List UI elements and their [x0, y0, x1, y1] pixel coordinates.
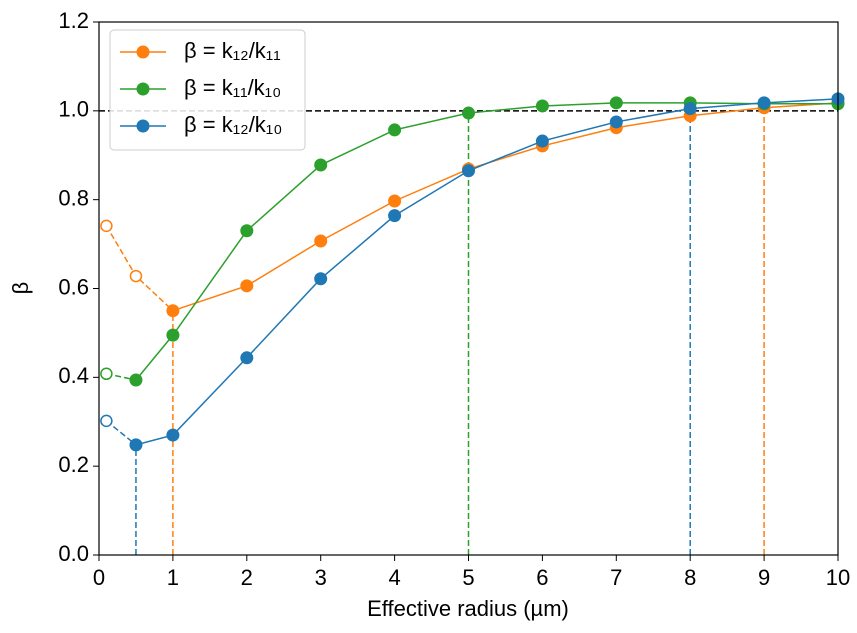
point: [757, 96, 771, 110]
x-tick-label: 7: [610, 565, 622, 590]
point: [129, 438, 143, 452]
point: [535, 134, 549, 148]
x-tick-label: 8: [684, 565, 696, 590]
y-tick-label: 1.2: [58, 8, 89, 33]
point: [314, 234, 328, 248]
axes-frame: [98, 21, 839, 556]
point: [166, 428, 180, 442]
point: [683, 102, 697, 116]
point: [314, 158, 328, 172]
point: [388, 194, 402, 208]
x-tick-label: 3: [315, 565, 327, 590]
hollow-point: [100, 219, 113, 233]
x-tick-label: 5: [462, 565, 474, 590]
x-tick-label: 2: [241, 565, 253, 590]
point: [388, 209, 402, 223]
point: [240, 279, 254, 293]
legend-label: β = k₁₂/k₁₁: [184, 38, 281, 63]
x-tick-label: 4: [388, 565, 400, 590]
legend-box: [109, 29, 306, 151]
x-tick-label: 6: [536, 565, 548, 590]
legend-marker: [136, 45, 150, 59]
series-line: [135, 98, 839, 446]
x-tick-label: 9: [758, 565, 770, 590]
point: [535, 99, 549, 113]
point: [314, 272, 328, 286]
point: [462, 106, 475, 120]
hollow-point: [100, 367, 113, 381]
x-axis-label: Effective radius (µm): [367, 596, 569, 621]
hollow-point: [100, 414, 113, 428]
y-axis-label: β: [8, 282, 33, 295]
plot-area: [99, 92, 845, 555]
point: [609, 115, 623, 129]
y-tick-label: 0.4: [58, 363, 89, 388]
y-tick-label: 0.6: [58, 274, 89, 299]
point: [166, 304, 180, 318]
x-tick-label: 10: [826, 565, 850, 590]
point: [240, 351, 254, 365]
point: [609, 96, 623, 110]
legend-marker: [136, 119, 150, 133]
y-tick-label: 0.8: [58, 185, 89, 210]
y-tick-label: 0.2: [58, 452, 89, 477]
point: [388, 123, 402, 137]
legend-marker: [136, 82, 150, 96]
y-tick-label: 1.0: [58, 97, 89, 122]
point: [166, 328, 180, 342]
series-line: [172, 102, 839, 312]
point: [129, 373, 143, 387]
legend-label: β = k₁₁/k₁₀: [184, 75, 281, 100]
x-tick-label: 0: [93, 565, 105, 590]
x-tick-label: 1: [167, 565, 179, 590]
extrapolation-line: [105, 225, 174, 312]
hollow-point: [129, 269, 143, 283]
point: [240, 224, 254, 238]
point: [462, 164, 475, 178]
y-tick-label: 0.0: [58, 541, 89, 566]
legend-label: β = k₁₂/k₁₀: [184, 112, 282, 137]
